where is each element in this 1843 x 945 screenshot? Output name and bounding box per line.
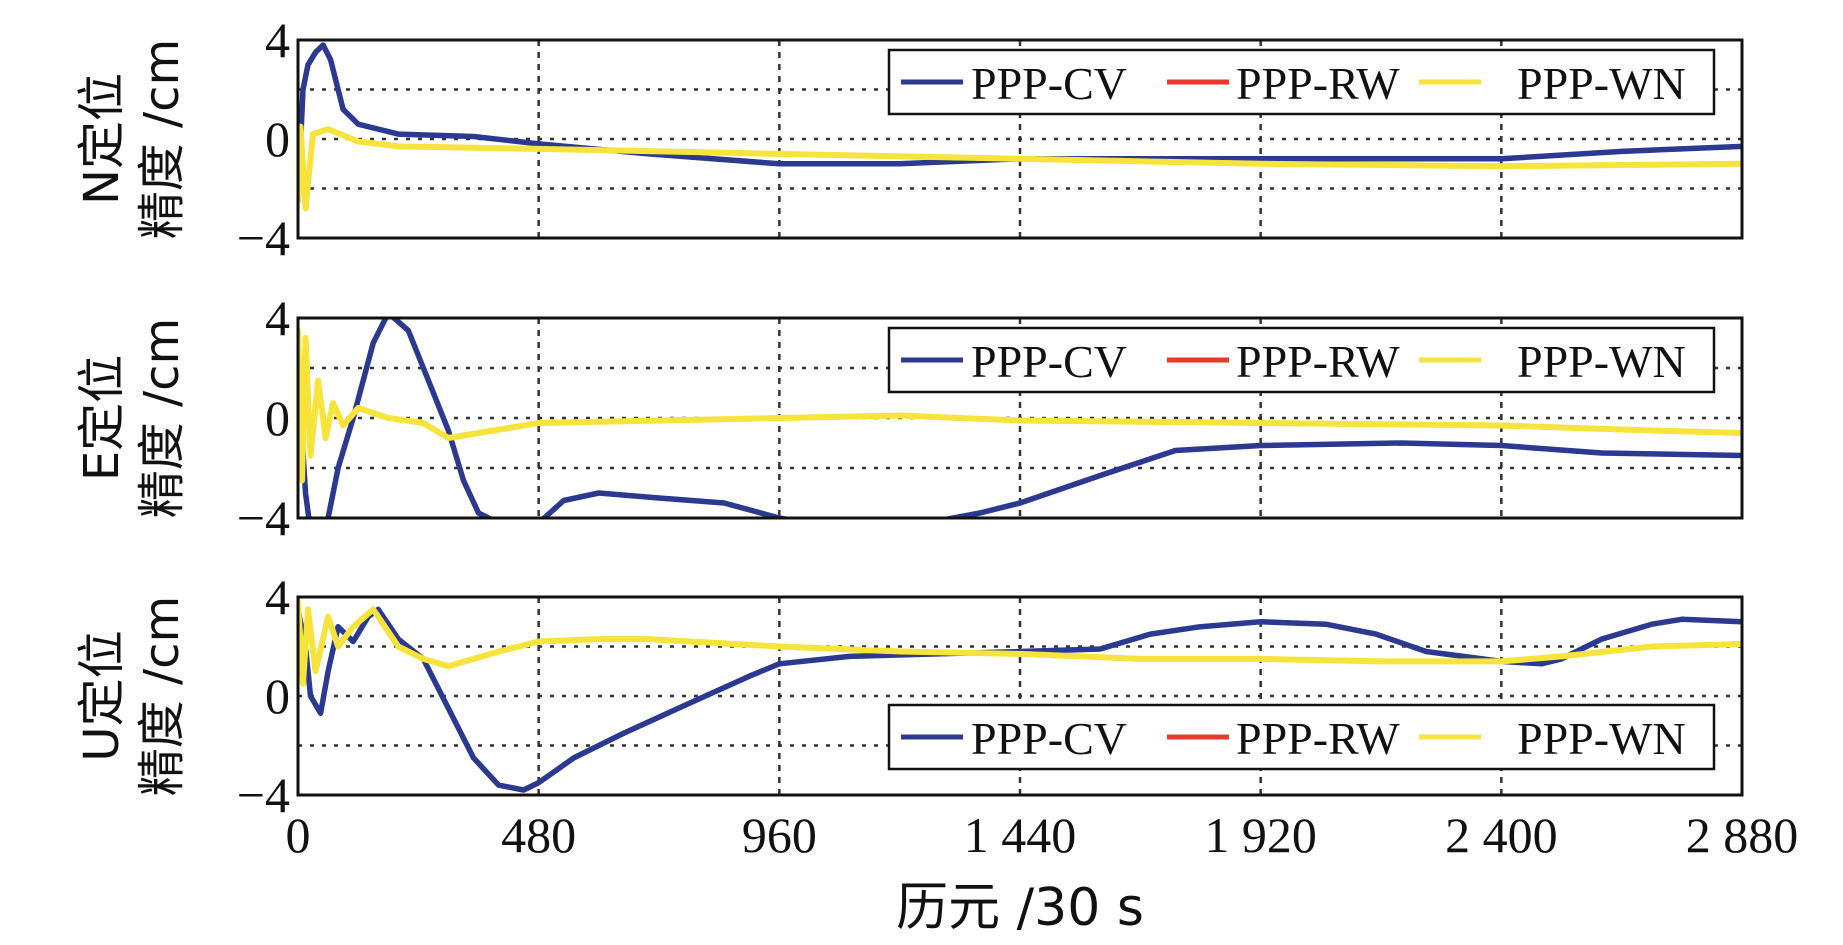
y-tick-label: 0 <box>265 111 290 167</box>
x-axis-tick-labels: 0 480 960 1 440 1 920 2 400 2 880 <box>286 807 1799 863</box>
legend: PPP-CV PPP-RW PPP-WN <box>887 326 1716 394</box>
series-group <box>298 318 1742 518</box>
panel-2: 4 0 −4 E定位 精度 /cm PPP-CV PPP-RW PPP-WN <box>74 290 1744 546</box>
y-axis-label-line2: 精度 /cm <box>134 596 190 797</box>
y-tick-label: 0 <box>265 390 290 446</box>
legend-box <box>887 48 1716 116</box>
y-tick-label: 4 <box>265 569 290 625</box>
plot-frame <box>296 38 1744 240</box>
legend-label-wn: PPP-WN <box>1517 713 1686 764</box>
x-tick-label: 960 <box>742 807 817 863</box>
y-tick-label: −4 <box>237 210 290 266</box>
series-line-ppp-cv <box>298 42 1742 204</box>
y-axis-label-line2: 精度 /cm <box>134 318 190 519</box>
y-axis-label-line2: 精度 /cm <box>134 39 190 240</box>
legend-label-rw: PPP-RW <box>1236 58 1400 109</box>
x-tick-label: 0 <box>286 807 311 863</box>
y-tick-label: 4 <box>265 290 290 346</box>
panel-1: 4 0 −4 N定位 精度 /cm PPP-CV PPP-RW PPP-WN <box>74 12 1744 266</box>
series-line-ppp-wn <box>298 599 1742 687</box>
legend-label-wn: PPP-WN <box>1517 336 1686 387</box>
legend-box <box>887 326 1716 394</box>
legend-label-cv: PPP-CV <box>971 58 1127 109</box>
y-tick-label: −4 <box>237 490 290 546</box>
x-tick-label: 2 400 <box>1445 807 1558 863</box>
legend-box <box>887 703 1716 771</box>
legend: PPP-CV PPP-RW PPP-WN <box>887 48 1716 116</box>
series-line-ppp-wn <box>298 123 1742 212</box>
legend-label-rw: PPP-RW <box>1236 336 1400 387</box>
y-axis-label-line1: E定位 <box>74 355 130 481</box>
x-tick-label: 480 <box>501 807 576 863</box>
x-tick-label: 1 440 <box>964 807 1077 863</box>
y-tick-label: 0 <box>265 668 290 724</box>
legend: PPP-CV PPP-RW PPP-WN <box>887 703 1716 771</box>
y-axis-label-line1: N定位 <box>74 73 130 205</box>
plot-frame <box>296 595 1744 797</box>
x-axis-label: 历元 /30 s <box>896 878 1144 938</box>
legend-label-cv: PPP-CV <box>971 713 1127 764</box>
legend-label-cv: PPP-CV <box>971 336 1127 387</box>
y-tick-label: 4 <box>265 12 290 68</box>
legend-label-wn: PPP-WN <box>1517 58 1686 109</box>
legend-label-rw: PPP-RW <box>1236 713 1400 764</box>
panel-3: 4 0 −4 U定位 精度 /cm PPP-CV PPP-RW PPP-WN <box>74 569 1744 823</box>
x-tick-label: 1 920 <box>1204 807 1317 863</box>
series-line-ppp-wn <box>298 327 1742 484</box>
y-axis-label-line1: U定位 <box>74 630 130 761</box>
plot-frame <box>296 316 1744 520</box>
x-tick-label: 2 880 <box>1686 807 1799 863</box>
series-group <box>298 599 1742 793</box>
y-tick-label: −4 <box>237 767 290 823</box>
series-group <box>298 42 1742 212</box>
